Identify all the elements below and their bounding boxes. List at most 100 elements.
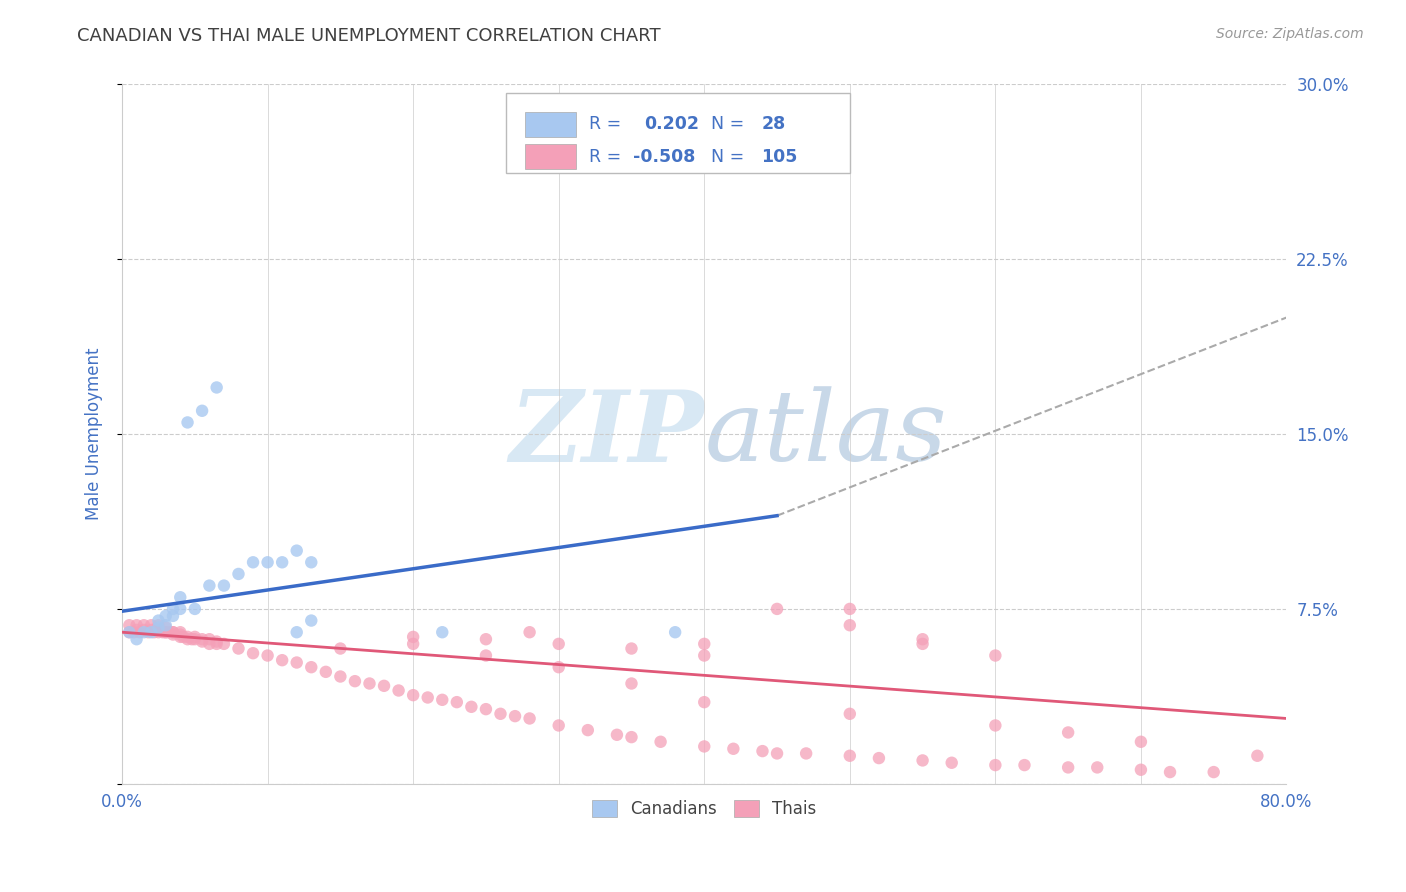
Point (693, 637, 716, 651)
Point (416, 690, 439, 705)
Point (169, 627, 191, 641)
Point (162, 625, 184, 640)
Point (1057, 760, 1080, 774)
Point (125, 623, 148, 637)
Point (176, 416, 198, 430)
Point (519, 625, 541, 640)
Point (693, 695, 716, 709)
Point (432, 693, 454, 707)
Point (460, 699, 482, 714)
Point (489, 706, 512, 721)
Point (191, 634, 214, 648)
Point (941, 756, 963, 770)
Point (984, 758, 1007, 772)
Point (547, 637, 569, 651)
Point (1129, 735, 1152, 749)
Point (329, 641, 352, 656)
Point (1159, 765, 1181, 780)
Point (299, 555, 322, 569)
Point (148, 621, 170, 635)
Point (155, 608, 177, 623)
Point (228, 566, 250, 581)
Point (285, 543, 308, 558)
Point (191, 632, 214, 647)
Point (838, 748, 860, 763)
Point (766, 747, 789, 761)
Point (402, 637, 425, 651)
FancyBboxPatch shape (524, 112, 576, 136)
Point (911, 637, 934, 651)
Point (751, 744, 773, 758)
Point (256, 555, 278, 569)
Point (387, 683, 409, 698)
Point (184, 632, 207, 647)
Point (299, 614, 322, 628)
Point (198, 632, 221, 647)
Point (547, 718, 569, 732)
FancyBboxPatch shape (524, 145, 576, 169)
Point (620, 641, 643, 656)
Point (911, 632, 934, 647)
Point (1014, 758, 1036, 772)
Point (148, 625, 170, 640)
Point (519, 711, 541, 725)
Point (475, 648, 498, 663)
Point (446, 695, 468, 709)
Point (176, 632, 198, 647)
Point (184, 630, 207, 644)
Text: R =: R = (589, 147, 627, 166)
Point (766, 602, 789, 616)
Text: 0.202: 0.202 (644, 115, 699, 133)
Text: 105: 105 (761, 147, 797, 166)
Point (359, 676, 381, 690)
Point (650, 735, 672, 749)
Point (794, 747, 817, 761)
Point (148, 618, 170, 632)
Point (547, 660, 569, 674)
Text: Source: ZipAtlas.com: Source: ZipAtlas.com (1216, 27, 1364, 41)
Point (118, 625, 141, 640)
Point (148, 623, 170, 637)
Point (162, 625, 184, 640)
Point (402, 630, 425, 644)
Point (606, 728, 628, 742)
Point (118, 625, 141, 640)
Point (157, 625, 180, 640)
Point (125, 618, 148, 632)
Point (169, 625, 191, 640)
Point (136, 625, 159, 640)
Point (169, 630, 191, 644)
Point (155, 621, 177, 635)
Point (198, 637, 221, 651)
Point (242, 555, 264, 569)
Point (1085, 760, 1108, 774)
Point (205, 637, 228, 651)
Point (343, 674, 366, 689)
Point (172, 630, 194, 644)
Legend: Canadians, Thais: Canadians, Thais (585, 793, 823, 824)
Point (664, 625, 686, 640)
Y-axis label: Male Unemployment: Male Unemployment (86, 348, 103, 520)
Point (984, 718, 1007, 732)
Point (128, 625, 150, 640)
Point (432, 625, 454, 640)
Point (184, 602, 207, 616)
Point (868, 751, 890, 765)
Point (132, 623, 155, 637)
Point (125, 632, 148, 647)
Point (132, 625, 155, 640)
Point (1057, 725, 1080, 739)
Point (198, 579, 221, 593)
Point (212, 579, 235, 593)
Text: -0.508: -0.508 (633, 147, 696, 166)
Point (693, 648, 716, 663)
Point (155, 625, 177, 640)
Point (475, 632, 498, 647)
Point (271, 555, 294, 569)
Point (141, 625, 163, 640)
Point (576, 723, 599, 738)
Point (271, 653, 294, 667)
Point (620, 676, 643, 690)
Text: ZIP: ZIP (509, 386, 704, 483)
Point (141, 618, 163, 632)
